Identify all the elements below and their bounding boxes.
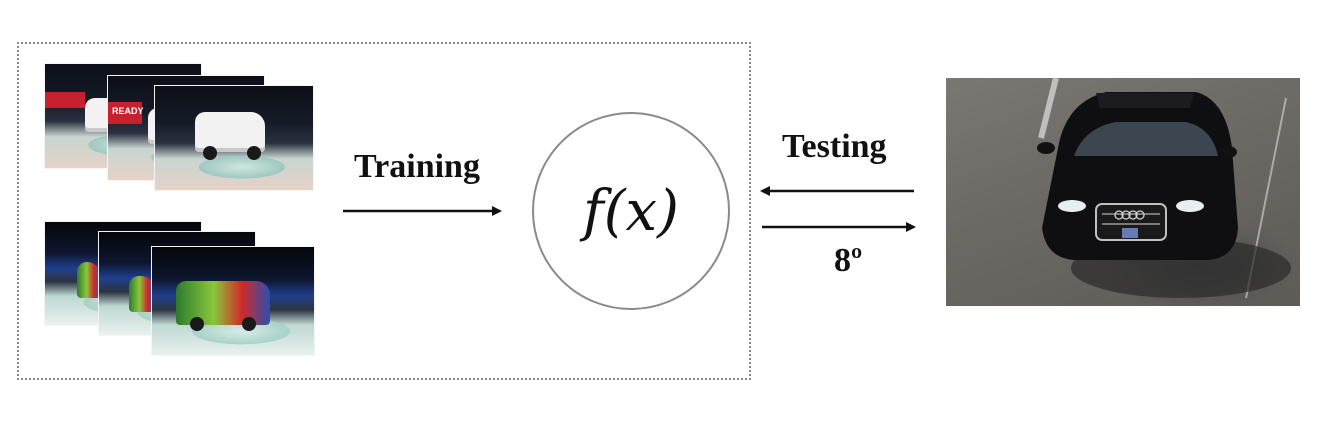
- angle-label: 8º: [834, 242, 863, 279]
- model-function-label: f(x): [582, 178, 679, 244]
- wheel: [247, 146, 261, 160]
- car-rally: [77, 262, 101, 298]
- test-image-black-sedan: [946, 78, 1300, 306]
- wheel: [190, 317, 204, 331]
- banner-ready: READY: [108, 102, 144, 124]
- training-image-rally-view-3: [152, 247, 314, 355]
- banner-red: [45, 92, 85, 108]
- car-white-suv: [195, 112, 265, 152]
- wheel: [242, 317, 256, 331]
- training-label: Training: [354, 148, 480, 185]
- training-region-frame: [17, 42, 751, 380]
- training-image-suv-view-3: [155, 86, 313, 190]
- model-function-circle: f(x): [532, 112, 730, 310]
- banner-ready-text: READY: [112, 106, 144, 116]
- testing-label: Testing: [782, 128, 887, 165]
- wheel: [203, 146, 217, 160]
- sedan-illustration: [1037, 78, 1291, 299]
- car-rally: [129, 276, 155, 312]
